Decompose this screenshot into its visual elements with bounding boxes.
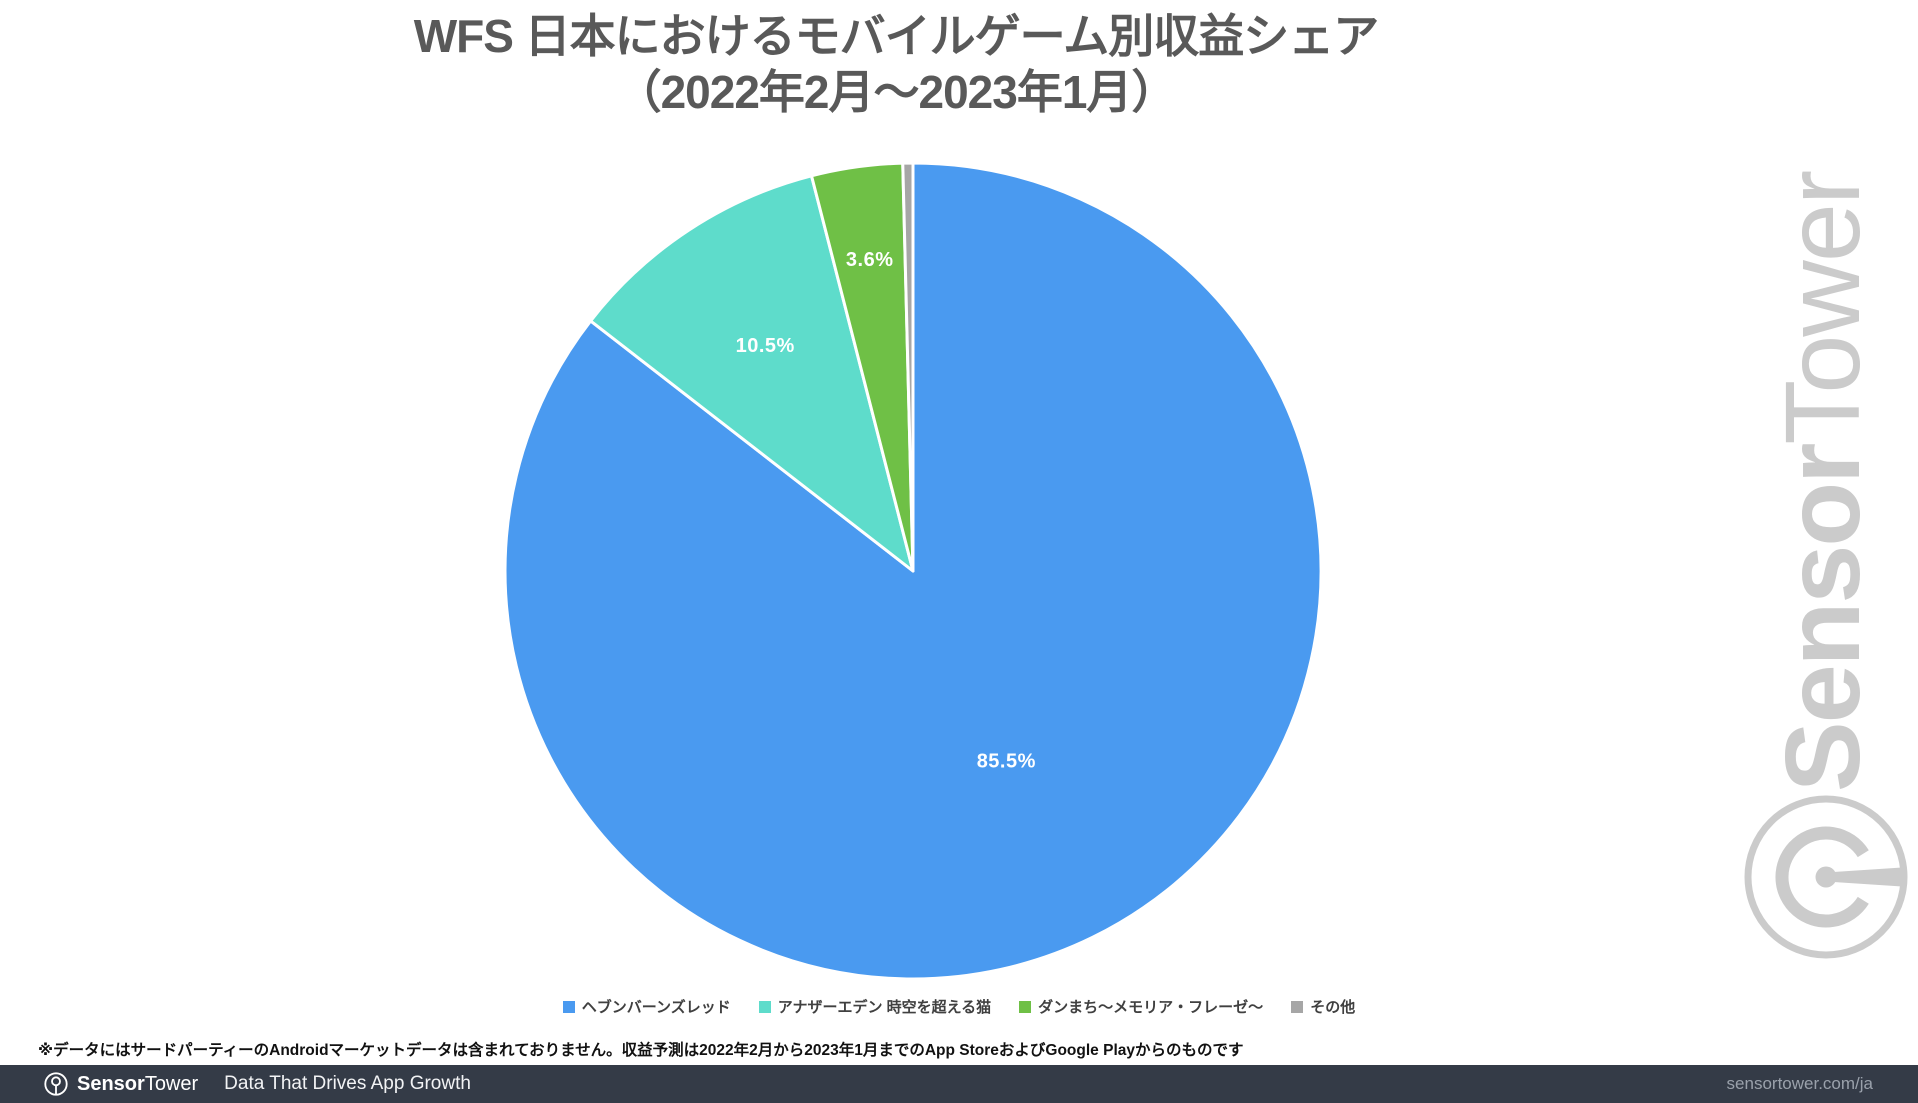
sensor-tower-pin-logo-icon [44,1072,68,1096]
chart-title-line2: （2022年2月～2023年1月） [615,66,1178,118]
watermark-brand-text: Sensor Tower [1753,142,1893,792]
footer-tagline: Data That Drives App Growth [224,1073,471,1094]
legend-item: ヘブンバーンズレッド [562,996,731,1017]
watermark-brand-bold: Sensor [1763,444,1882,792]
footer-brand-regular: Tower [144,1072,199,1095]
pie-chart: 85.5% 10.5% 3.6% [503,161,1323,981]
pie-data-label: 3.6% [846,249,894,271]
legend-marker [1291,1000,1304,1013]
footer-brand-bold: Sensor [77,1072,145,1095]
gauge-outer-circle [1744,795,1908,959]
legend-label: ヘブンバーンズレッド [581,999,731,1016]
gauge-inner-arc [1775,826,1869,928]
legend-marker [1019,1000,1032,1013]
legend-item: アナザーエデン 時空を超える猫 [758,996,992,1017]
legend-label: ダンまち～メモリア・フレーゼ～ [1038,999,1264,1016]
chart-legend: ヘブンバーンズレッド アナザーエデン 時空を超える猫 ダンまち～メモリア・フレーゼ～… [0,996,1918,1017]
pie-slice-1 [503,161,1323,981]
footer-url: sensortower.com/ja [1726,1074,1873,1093]
sensor-tower-gauge-logo-icon [1744,795,1908,959]
footer-bar: SensorTower Data That Drives App Growth … [0,1065,1918,1103]
legend-marker [758,1000,771,1013]
watermark-brand-regular: Tower [1763,171,1882,445]
pie-slice-4 [901,161,915,573]
footer-brand: SensorTower [77,1073,198,1096]
legend-item: その他 [1291,996,1355,1017]
footnote: ※データにはサードパーティーのAndroidマーケットデータは含まれておりません… [38,1042,1244,1059]
pie-data-label: 85.5% [977,751,1036,773]
chart-title: WFS 日本におけるモバイルゲーム別収益シェア （2022年2月～2023年1月… [0,8,1792,120]
legend-item: ダンまち～メモリア・フレーゼ～ [1019,996,1263,1017]
legend-marker [562,1000,575,1013]
pie-slice-2 [589,174,915,573]
pie-data-label: 10.5% [736,335,795,357]
chart-title-line1: WFS 日本におけるモバイルゲーム別収益シェア [413,10,1380,62]
legend-label: アナザーエデン 時空を超える猫 [777,999,992,1016]
legend-label: その他 [1310,999,1356,1016]
gauge-needle [1826,867,1902,887]
